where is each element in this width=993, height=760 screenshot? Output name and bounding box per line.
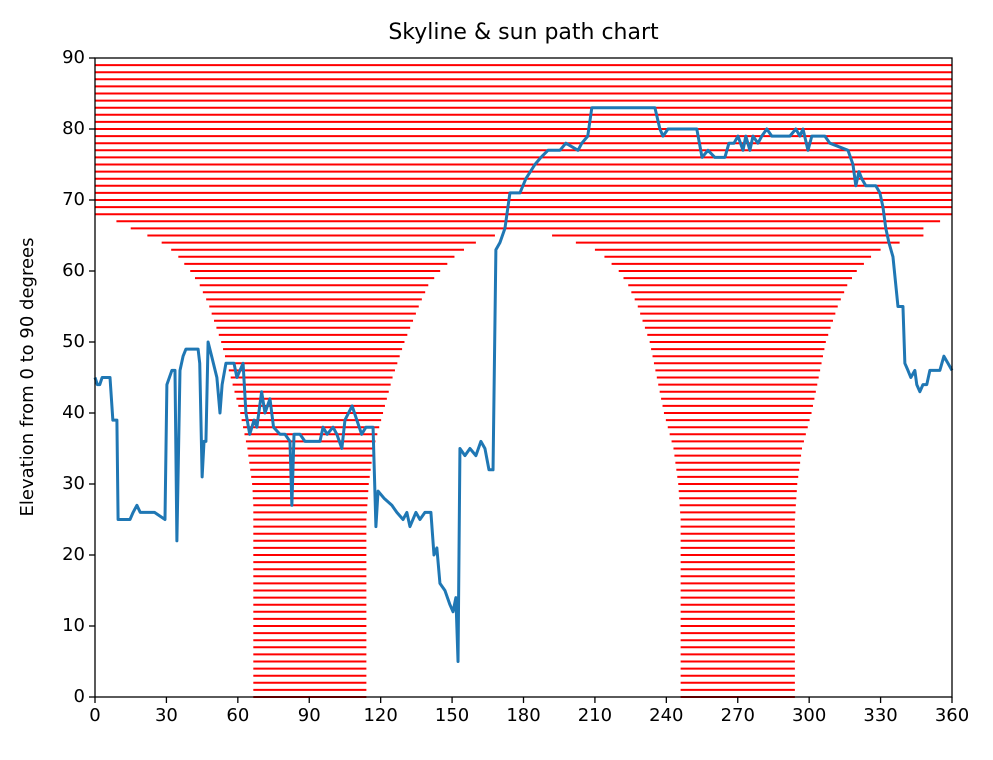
plot-area — [93, 64, 954, 698]
x-tick-label: 360 — [935, 705, 969, 726]
x-tick-label: 0 — [89, 705, 100, 726]
x-tick-label: 60 — [226, 705, 249, 726]
y-axis-label: Elevation from 0 to 90 degrees — [17, 238, 38, 517]
x-tick-label: 330 — [863, 705, 897, 726]
x-tick-label: 30 — [155, 705, 178, 726]
y-tick-label: 50 — [62, 331, 85, 352]
x-tick-label: 120 — [363, 705, 397, 726]
y-tick-label: 60 — [62, 260, 85, 281]
x-tick-label: 300 — [792, 705, 826, 726]
y-tick-label: 20 — [62, 544, 85, 565]
x-tick-label: 180 — [506, 705, 540, 726]
skyline — [93, 106, 954, 663]
y-tick-label: 80 — [62, 118, 85, 139]
chart-title: Skyline & sun path chart — [388, 20, 659, 45]
y-tick-label: 90 — [62, 47, 85, 68]
x-tick-label: 90 — [298, 705, 321, 726]
x-tick-label: 240 — [649, 705, 683, 726]
x-tick-label: 150 — [435, 705, 469, 726]
x-tick-label: 270 — [721, 705, 755, 726]
y-tick-label: 0 — [74, 686, 85, 707]
y-tick-label: 10 — [62, 615, 85, 636]
y-tick-label: 70 — [62, 189, 85, 210]
y-tick-label: 40 — [62, 402, 85, 423]
x-tick-label: 210 — [578, 705, 612, 726]
y-tick-label: 30 — [62, 473, 85, 494]
